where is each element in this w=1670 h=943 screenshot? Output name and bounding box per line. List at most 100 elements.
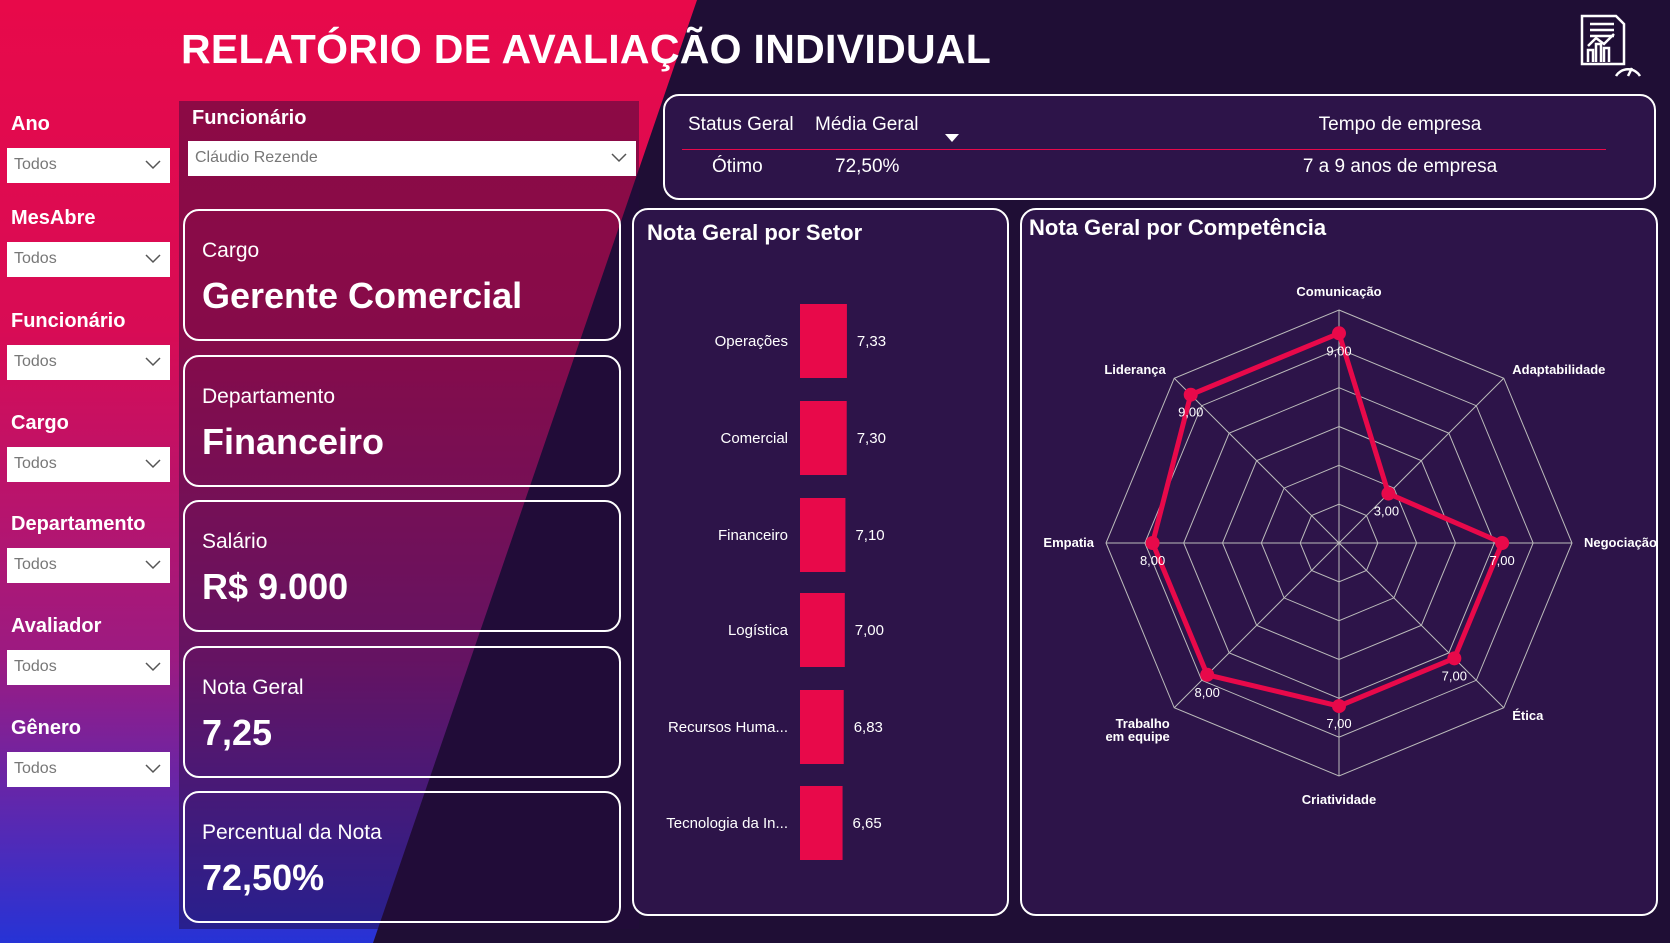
filter-label: MesAbre (11, 207, 96, 229)
kpi-label: Cargo (202, 239, 260, 262)
bar-category-label: Financeiro (718, 527, 788, 544)
filter-dropdown[interactable]: Todos (7, 752, 170, 787)
chevron-down-icon (611, 153, 627, 163)
bar-category-label: Recursos Huma... (668, 719, 788, 736)
filter-value: Todos (14, 556, 57, 573)
radar-point (1332, 326, 1346, 341)
bar (800, 401, 847, 475)
kpi-value: Gerente Comercial (202, 275, 523, 316)
kpi-label: Departamento (202, 385, 336, 408)
filter-value: Todos (14, 455, 57, 472)
kpi-value: Financeiro (202, 421, 385, 462)
filter-label: Cargo (11, 412, 69, 434)
bar (800, 304, 847, 378)
filter-value: Todos (14, 760, 57, 777)
radar-point (1183, 387, 1198, 402)
filter-value: Todos (14, 156, 57, 173)
bar-value-label: 7,33 (857, 333, 886, 350)
radar-point (1332, 699, 1346, 714)
filter-value: Todos (14, 353, 57, 370)
bar-value-label: 6,65 (853, 815, 882, 832)
filter-value: Todos (14, 250, 57, 267)
radar-point (1145, 536, 1160, 550)
filter-dropdown[interactable]: Todos (7, 148, 170, 183)
radar-value-label: 8,00 (1140, 553, 1165, 568)
kpi-label: Percentual da Nota (202, 821, 382, 844)
chevron-down-icon (145, 254, 161, 264)
header-divider (682, 149, 1606, 150)
filter-label: Ano (11, 113, 50, 135)
filter-label: Departamento (11, 513, 146, 535)
cell-media: 72,50% (835, 156, 900, 177)
bar-category-label: Logística (728, 622, 789, 639)
filter-label: Funcionário (11, 310, 126, 332)
radar-axis (1173, 542, 1340, 709)
kpi-label: Nota Geral (202, 676, 304, 699)
header-status[interactable]: Status Geral (688, 114, 794, 135)
kpi-card: Nota Geral 7,25 (183, 646, 621, 778)
kpi-value: R$ 9.000 (202, 566, 349, 607)
radar-category-label: Empatia (1043, 535, 1094, 550)
radar-point (1200, 667, 1215, 682)
radar-chart-title: Nota Geral por Competência (1029, 215, 1327, 240)
kpi-card: Cargo Gerente Comercial (183, 209, 621, 341)
filter-dropdown[interactable]: Todos (7, 345, 170, 380)
radar-category-label: Criatividade (1302, 792, 1376, 807)
header-media[interactable]: Média Geral (815, 114, 919, 135)
chevron-down-icon (145, 459, 161, 469)
radar-value-label: 7,00 (1442, 668, 1467, 683)
radar-point (1495, 536, 1510, 550)
radar-axis (1338, 377, 1505, 544)
radar-axis (1338, 542, 1505, 709)
radar-category-label: Liderança (1104, 362, 1166, 377)
bar (800, 786, 843, 860)
kpi-card: Departamento Financeiro (183, 355, 621, 487)
bar-category-label: Comercial (720, 430, 788, 447)
radar-chart-card: Nota Geral por Competência 9,00 3,00 7,00 7… (1020, 208, 1658, 916)
radar-point (1381, 486, 1396, 501)
kpi-card: Salário R$ 9.000 (183, 500, 621, 632)
kpi-value: 72,50% (202, 857, 325, 898)
employee-dropdown[interactable]: Cláudio Rezende (188, 141, 636, 176)
page-title: RELATÓRIO DE AVALIAÇÃO INDIVIDUAL (181, 26, 992, 72)
radar-value-label: 3,00 (1374, 504, 1399, 519)
bar-value-label: 7,00 (855, 622, 884, 639)
radar-axis (1173, 377, 1340, 544)
radar-category-label: Trabalho em equipe (1105, 716, 1169, 744)
filter-dropdown[interactable]: Todos (7, 242, 170, 277)
filter-value: Todos (14, 658, 57, 675)
bar-value-label: 7,30 (857, 430, 886, 447)
radar-chart: 9,00 3,00 7,00 7,00 7,00 8,00 8,00 9,00 Comunica… (1043, 284, 1657, 807)
bar-chart-title: Nota Geral por Setor (647, 220, 863, 245)
radar-category-label: Ética (1512, 708, 1544, 723)
radar-category-label: Comunicação (1296, 284, 1381, 299)
bar-value-label: 6,83 (854, 719, 883, 736)
radar-value-label: 9,00 (1178, 405, 1203, 420)
radar-value-label: 9,00 (1326, 343, 1351, 358)
radar-category-label: Adaptabilidade (1512, 362, 1605, 377)
chevron-down-icon (145, 160, 161, 170)
radar-category-label: Negociação (1584, 535, 1657, 550)
radar-point (1447, 651, 1462, 666)
employee-filter-label: Funcionário (192, 107, 307, 129)
filter-dropdown[interactable]: Todos (7, 548, 170, 583)
cell-tempo: 7 a 9 anos de empresa (1302, 156, 1498, 177)
bar-category-label: Operações (715, 333, 788, 350)
header-tempo[interactable]: Tempo de empresa (1318, 114, 1482, 135)
radar-value-label: 8,00 (1195, 685, 1220, 700)
sort-desc-icon[interactable] (945, 134, 959, 142)
bar (800, 690, 844, 764)
chevron-down-icon (145, 662, 161, 672)
bar-category-label: Tecnologia da In... (666, 815, 788, 832)
summary-table: Status Geral Média Geral Tempo de empres… (663, 94, 1656, 200)
kpi-label: Salário (202, 530, 268, 553)
filter-label: Gênero (11, 717, 82, 739)
bar-chart: Operações 7,33 Comercial 7,30 Financeiro 7,10… (666, 304, 886, 860)
report-icon (1580, 14, 1642, 77)
bar (800, 498, 846, 572)
filter-dropdown[interactable]: Todos (7, 650, 170, 685)
bar (800, 593, 845, 667)
bar-value-label: 7,10 (855, 527, 884, 544)
employee-dropdown-value: Cláudio Rezende (195, 149, 318, 166)
filter-dropdown[interactable]: Todos (7, 447, 170, 482)
